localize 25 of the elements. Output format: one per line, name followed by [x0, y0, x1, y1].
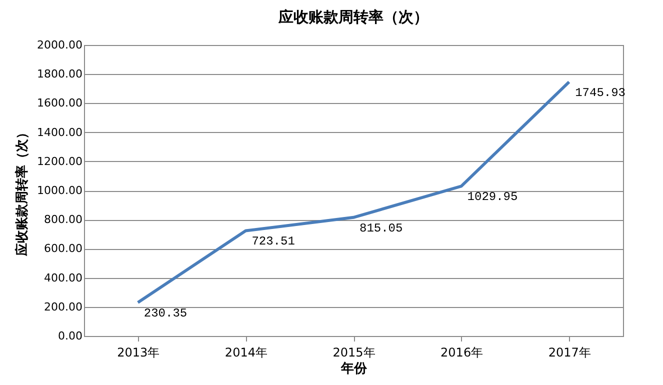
data-label: 230.35	[144, 306, 188, 320]
y-tick-label: 1600.00	[37, 96, 82, 110]
y-tick-label: 1400.00	[37, 126, 82, 139]
y-tick-label: 1000.00	[37, 184, 82, 197]
data-label: 1745.93	[575, 86, 626, 100]
data-label: 1029.95	[467, 190, 518, 204]
y-tick-label: 1200.00	[37, 154, 82, 168]
y-tick-label: 1800.00	[37, 68, 82, 81]
x-tick-label: 2014年	[224, 346, 268, 360]
line-series	[136, 80, 571, 304]
y-tick-label: 800.00	[44, 213, 82, 226]
y-axis-title: 应收账款周转率（次）	[14, 126, 30, 257]
x-tick-label: 2013年	[117, 346, 160, 360]
y-tick-label: 2000.00	[37, 38, 82, 52]
data-label: 723.51	[252, 234, 295, 249]
y-tick-label: 600.00	[44, 242, 82, 256]
chart-title: 应收账款周转率（次）	[278, 8, 428, 26]
y-tick-label: 200.00	[44, 300, 82, 314]
x-tick-label: 2017年	[548, 346, 591, 360]
x-tick-label: 2016年	[440, 346, 484, 360]
y-tick-label: 400.00	[44, 271, 82, 284]
x-tick-label: 2015年	[332, 346, 376, 360]
x-axis-title: 年份	[340, 362, 368, 376]
y-tick-label: 0.00	[58, 330, 82, 342]
data-label: 815.05	[360, 221, 403, 236]
